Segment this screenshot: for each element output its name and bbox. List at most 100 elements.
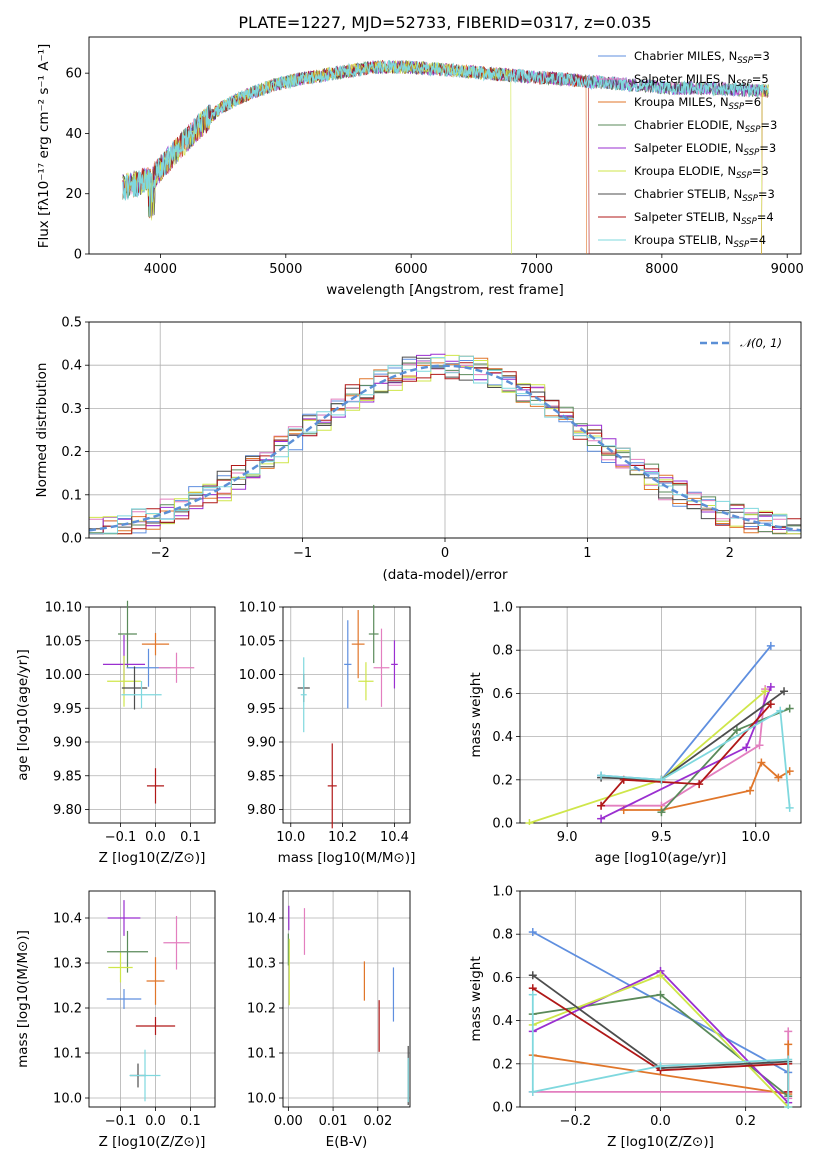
- histogram-x-tick-label: −2: [151, 546, 170, 561]
- mass-ebv-frame: [282, 890, 411, 1108]
- age-z-point-chabrier-elodie: [118, 600, 137, 668]
- mw-z-x-label: Z [log10(Z/Z⊙)]: [607, 1134, 714, 1150]
- mass-z-x-label: Z [log10(Z/Z⊙)]: [99, 1134, 206, 1150]
- age-mass-x-tick-label: 10.4: [380, 830, 409, 845]
- age-mass-points: [297, 604, 398, 829]
- mw-age-frame: [519, 606, 802, 824]
- age-z-frame: [88, 606, 216, 824]
- mw-age-x-tick-label: 9.5: [651, 830, 672, 845]
- age-z-x-label: Z [log10(Z/Z⊙)]: [99, 850, 206, 866]
- histogram-y-tick-label: 0.3: [61, 402, 82, 417]
- mass-ebv-x-tick-label: 0.00: [274, 1114, 303, 1129]
- mass-z-x-tick-label: 0.0: [145, 1114, 166, 1129]
- mass-ebv-y-tick-label: 10.1: [247, 1047, 276, 1062]
- mass-z-point-chabrier-miles: [106, 989, 142, 1009]
- age-mass-frame: [282, 606, 411, 824]
- histogram-x-ticks: −2 −1 0 1 2: [151, 538, 734, 561]
- mass-z-points: [106, 900, 190, 1102]
- spectrum-x-tick-label: 9000: [771, 262, 804, 277]
- mw-z-y-label: mass weight: [468, 956, 484, 1041]
- spectrum-x-tick-label: 8000: [645, 262, 678, 277]
- histogram-x-tick-label: 0: [441, 546, 449, 561]
- mass-z-frame: [88, 890, 216, 1108]
- spectrum-x-tick-label: 7000: [520, 262, 553, 277]
- mw-z-y-tick-label: 1.0: [492, 885, 513, 900]
- age-z-y-tick-label: 10.00: [45, 668, 82, 683]
- mass-z-y-tick-label: 10.3: [53, 957, 82, 972]
- mass-z-y-tick-label: 10.2: [53, 1002, 82, 1017]
- age-z-y-tick-label: 9.80: [53, 803, 82, 818]
- age-mass-y-tick-label: 10.05: [239, 634, 276, 649]
- spectrum-x-tick-label: 5000: [269, 262, 302, 277]
- legend-label-salpeter-miles: Salpeter MILES, NSSP=5: [634, 72, 769, 89]
- spectrum-panel: PLATE=1227, MJD=52733, FIBERID=0317, z=0…: [36, 13, 804, 298]
- mw-age-ticks: 9.0 9.5 10.0 0.0 0.2 0.4 0.6 0.8 1.0: [492, 601, 770, 846]
- age-z-y-tick-label: 9.90: [53, 736, 82, 751]
- mass-weight-vs-age-panel: 9.0 9.5 10.0 0.0 0.2 0.4 0.6 0.8 1.0 age [log10(a…: [468, 601, 802, 866]
- histogram-x-tick-label: 2: [726, 546, 734, 561]
- spectrum-y-tick-label: 20: [65, 187, 82, 202]
- mass-ebv-x-tick-label: 0.01: [319, 1114, 348, 1129]
- spectrum-x-ticks: 4000 5000 6000 7000 8000 9000: [144, 254, 804, 277]
- age-z-point-kroupa-elodie: [107, 655, 141, 707]
- mw-z-x-tick-label: 0.0: [650, 1114, 671, 1129]
- histogram-x-tick-label: −1: [293, 546, 312, 561]
- mw-z-line-kroupa-stelib: [528, 990, 793, 1109]
- age-mass-point-kroupa-miles: [351, 610, 365, 679]
- legend-label-salpeter-elodie: Salpeter ELODIE, NSSP=3: [634, 141, 776, 158]
- age-mass-point-salpeter-miles: [373, 628, 390, 707]
- histogram-y-tick-label: 0.4: [61, 359, 82, 374]
- mass-weight-vs-metallicity-panel: −0.2 0.0 0.2 0.0 0.2 0.4 0.6 0.8 1.0 Z [log10(Z/Z…: [468, 885, 802, 1150]
- mass-z-y-label: mass [log10(M/M⊙)]: [15, 930, 31, 1068]
- mw-z-y-tick-label: 0.8: [492, 928, 513, 943]
- age-mass-y-tick-label: 9.90: [247, 736, 276, 751]
- legend-label-chabrier-miles: Chabrier MILES, NSSP=3: [634, 49, 770, 66]
- age-mass-point-salpeter-stelib: [327, 743, 337, 829]
- histogram-y-tick-label: 0.1: [61, 488, 82, 503]
- mass-z-point-kroupa-miles: [146, 957, 165, 1005]
- mass-z-point-salpeter-miles: [163, 915, 190, 970]
- age-z-point-salpeter-miles: [158, 652, 195, 683]
- histogram-y-tick-label: 0.0: [61, 532, 82, 547]
- mass-z-point-salpeter-stelib: [135, 1017, 176, 1035]
- residual-histogram-panel: −2 −1 0 1 2 0.0 0.1 0.2 0.3 0.4 0.5 (data-model)/…: [34, 316, 802, 583]
- histogram-steps: [89, 353, 801, 535]
- age-z-point-kroupa-miles: [141, 632, 170, 656]
- spectrum-x-tick-label: 6000: [395, 262, 428, 277]
- mw-age-line-kroupa-miles: [619, 758, 794, 815]
- mass-z-point-salpeter-elodie: [107, 900, 141, 936]
- mw-age-y-tick-label: 0.4: [492, 730, 513, 745]
- mw-z-series: [528, 928, 793, 1109]
- age-mass-point-chabrier-miles: [344, 620, 352, 709]
- mw-age-x-tick-label: 9.0: [557, 830, 578, 845]
- mw-z-x-tick-label: −0.2: [560, 1114, 592, 1129]
- age-z-ticks: −0.1 0.0 0.1 9.80 9.85 9.90 9.95 10.00 10.05 10.1…: [45, 601, 201, 846]
- legend-label-salpeter-stelib: Salpeter STELIB, NSSP=4: [634, 210, 774, 227]
- age-mass-point-kroupa-elodie: [358, 662, 374, 701]
- age-z-point-kroupa-stelib: [121, 680, 162, 709]
- spectrum-title: PLATE=1227, MJD=52733, FIBERID=0317, z=0…: [238, 13, 651, 32]
- age-z-point-salpeter-stelib: [146, 768, 165, 804]
- age-mass-y-tick-label: 9.80: [247, 803, 276, 818]
- mw-z-ticks: −0.2 0.0 0.2 0.0 0.2 0.4 0.6 0.8 1.0: [492, 885, 756, 1130]
- mass-z-y-tick-label: 10.4: [53, 912, 82, 927]
- mass-ebv-y-tick-label: 10.4: [247, 912, 276, 927]
- normal-curve: [89, 364, 801, 532]
- age-z-y-tick-label: 9.85: [53, 769, 82, 784]
- mw-age-line-kroupa-stelib: [597, 706, 794, 812]
- mass-z-point-kroupa-elodie: [108, 952, 133, 983]
- mass-z-point-chabrier-elodie: [106, 930, 149, 973]
- mass-ebv-points: [287, 905, 409, 1106]
- age-mass-y-tick-label: 10.00: [239, 668, 276, 683]
- histogram-y-label: Normed distribution: [34, 363, 50, 498]
- mw-age-y-tick-label: 0.8: [492, 644, 513, 659]
- spectrum-y-tick-label: 60: [65, 67, 82, 82]
- age-mass-y-tick-label: 9.95: [247, 702, 276, 717]
- spectrum-y-tick-label: 40: [65, 127, 82, 142]
- histogram-y-tick-label: 0.2: [61, 445, 82, 460]
- mass-z-x-tick-label: 0.1: [180, 1114, 201, 1129]
- age-z-y-tick-label: 9.95: [53, 702, 82, 717]
- age-vs-metallicity-panel: −0.1 0.0 0.1 9.80 9.85 9.90 9.95 10.00 10.05 10.1…: [15, 600, 216, 866]
- spectrum-x-label: wavelength [Angstrom, rest frame]: [326, 282, 564, 298]
